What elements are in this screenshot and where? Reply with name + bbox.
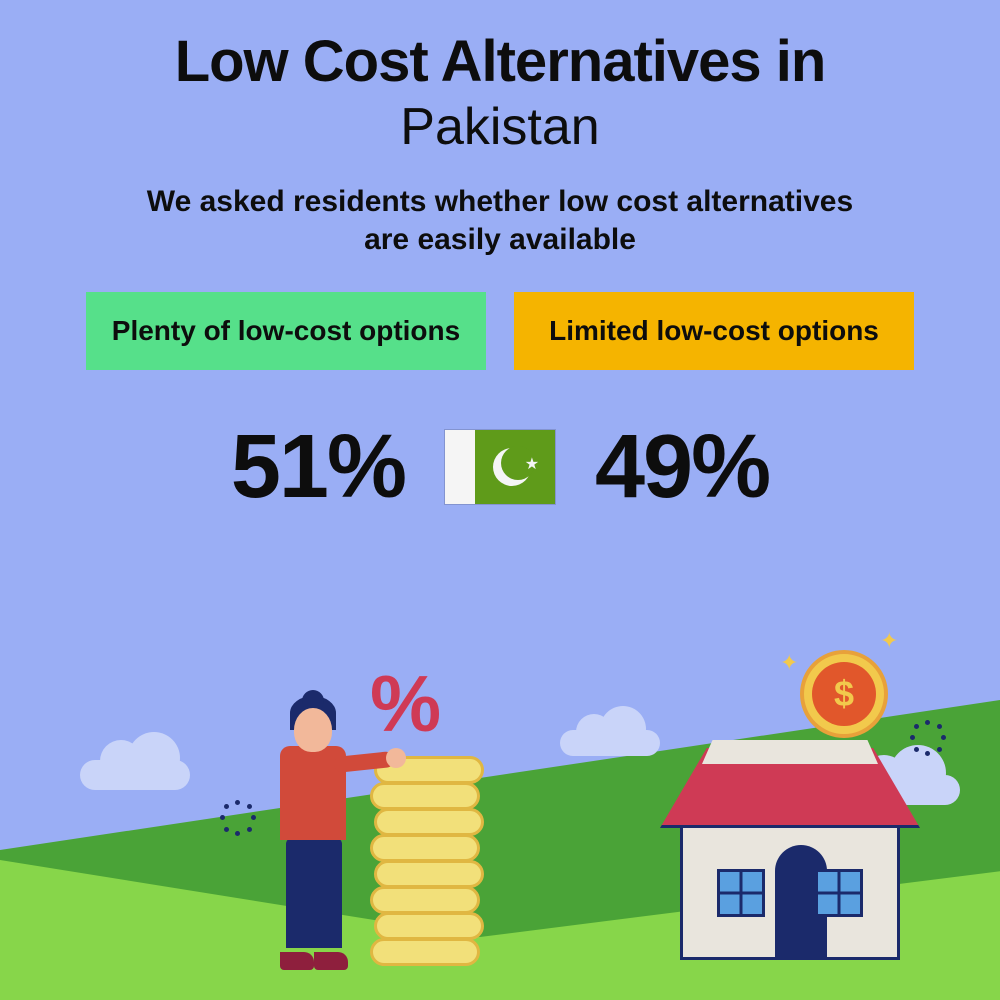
star-icon: ★ — [525, 454, 539, 474]
title-line-2: Pakistan — [0, 97, 1000, 157]
flag-stripe-white — [445, 430, 475, 504]
title-line-1: Low Cost Alternatives in — [0, 28, 1000, 95]
dollar-coin-icon: $ — [800, 650, 888, 738]
illustration-scene: ✦ ✦ $ % — [0, 580, 1000, 1000]
percent-icon: % — [370, 658, 441, 750]
intro-text: We asked residents whether low cost alte… — [140, 183, 860, 258]
person-icon — [250, 690, 370, 970]
house-body — [680, 820, 900, 960]
legs — [286, 838, 342, 948]
chip-plenty: Plenty of low-cost options — [86, 292, 486, 370]
shoe — [314, 952, 348, 970]
shoe — [280, 952, 314, 970]
dollar-sign: $ — [812, 662, 876, 726]
chip-limited: Limited low-cost options — [514, 292, 914, 370]
percent-row: 51% ★ 49% — [0, 416, 1000, 519]
title-block: Low Cost Alternatives in Pakistan — [0, 0, 1000, 157]
cloud-icon — [560, 730, 660, 756]
window-left — [717, 869, 765, 917]
pakistan-flag-icon: ★ — [445, 430, 555, 504]
head — [294, 708, 332, 752]
percent-left: 51% — [231, 416, 405, 519]
roof-top — [702, 740, 878, 764]
sparkle-icon: ✦ — [780, 650, 798, 676]
house-icon — [660, 740, 920, 960]
sparkle-icon: ✦ — [880, 628, 898, 654]
percent-right: 49% — [595, 416, 769, 519]
cloud-icon — [80, 760, 190, 790]
window-right — [815, 869, 863, 917]
flag-field-green: ★ — [475, 430, 555, 504]
option-chips: Plenty of low-cost options Limited low-c… — [0, 292, 1000, 370]
hand — [386, 748, 406, 768]
